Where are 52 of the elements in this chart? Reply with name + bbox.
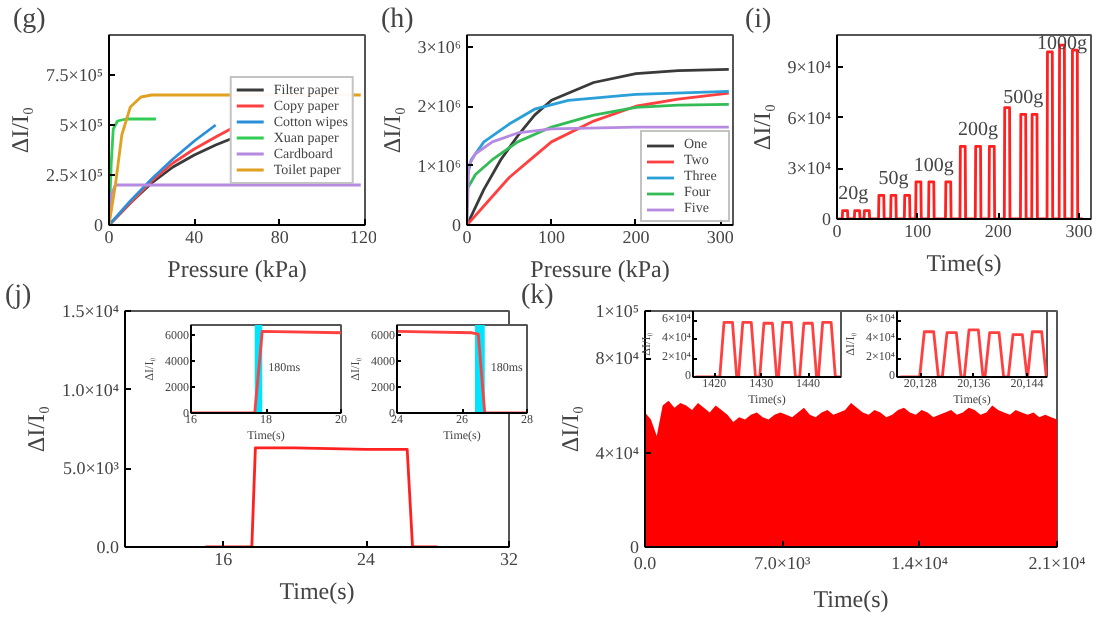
y-tick-label: 9×10⁴: [787, 57, 832, 78]
y-tick-label: 8×10⁴: [595, 348, 640, 369]
x-tick-label: 1.4×10⁴: [891, 553, 949, 573]
y-tick-label: 1.0×10⁴: [62, 379, 120, 400]
y-tick-label: 6×10⁴: [787, 107, 832, 128]
x-tick-label: 120: [350, 227, 378, 247]
y-tick-label: 7.5×10⁵: [46, 65, 104, 85]
chart-title: (j): [5, 281, 33, 311]
y-axis-title: ΔI/I₀: [22, 405, 51, 453]
chart-title: (k): [521, 281, 555, 311]
x-axis-title: Pressure (kPa): [530, 255, 670, 283]
annotation: 20g: [838, 183, 869, 206]
x-tick-label: 24: [357, 549, 377, 569]
y-tick-label: 1.5×10⁴: [62, 301, 120, 321]
x-tick-label: 0.0: [633, 553, 658, 573]
chart-title: (g): [13, 5, 47, 35]
y-tick-label: 1×10⁶: [417, 155, 462, 176]
annotation: 1000g: [1036, 33, 1087, 56]
y-axis-title: ΔI/I₀: [6, 106, 35, 154]
y-tick-label: 5×10⁵: [59, 115, 104, 135]
x-tick-label: 32: [500, 549, 518, 569]
x-tick-label: 16: [214, 549, 234, 569]
annotation: 200g: [958, 119, 999, 142]
x-tick-label: 300: [1065, 221, 1094, 241]
chart-title: (h): [381, 5, 415, 35]
y-tick-label: 2.5×10⁵: [46, 165, 104, 185]
annotation: 50g: [878, 168, 909, 191]
x-tick-label: 80: [270, 227, 290, 247]
x-tick-label: 100: [904, 221, 933, 241]
x-tick-label: 40: [185, 227, 205, 247]
x-tick-label: 7.0×10³: [754, 553, 811, 573]
y-axis-title: ΔI/I₀: [555, 405, 584, 453]
chart-title: (i): [745, 5, 773, 35]
x-tick-label: 200: [984, 221, 1013, 241]
x-axis-title: Time(s): [926, 249, 1002, 277]
x-axis-title: Time(s): [813, 585, 889, 613]
x-tick-label: 100: [537, 227, 566, 247]
x-axis-title: Pressure (kPa): [167, 255, 307, 283]
x-tick-label: 300: [706, 227, 735, 247]
x-tick-label: 200: [622, 227, 651, 247]
x-tick-label: 2.1×10⁴: [1028, 553, 1086, 573]
x-axis-title: Time(s): [279, 577, 355, 605]
y-tick-label: 3×10⁴: [787, 158, 832, 179]
annotation: 500g: [1003, 87, 1044, 110]
y-axis-title: ΔI/I₀: [377, 106, 406, 154]
annotation: 100g: [913, 154, 954, 177]
y-tick-label: 2×10⁶: [417, 96, 462, 117]
y-tick-label: 4×10⁴: [595, 442, 640, 463]
y-axis-title: ΔI/I₀: [747, 103, 776, 151]
y-tick-label: 1×10⁵: [595, 301, 640, 321]
y-tick-label: 5.0×10³: [62, 458, 120, 479]
y-tick-label: 3×10⁶: [417, 36, 462, 57]
